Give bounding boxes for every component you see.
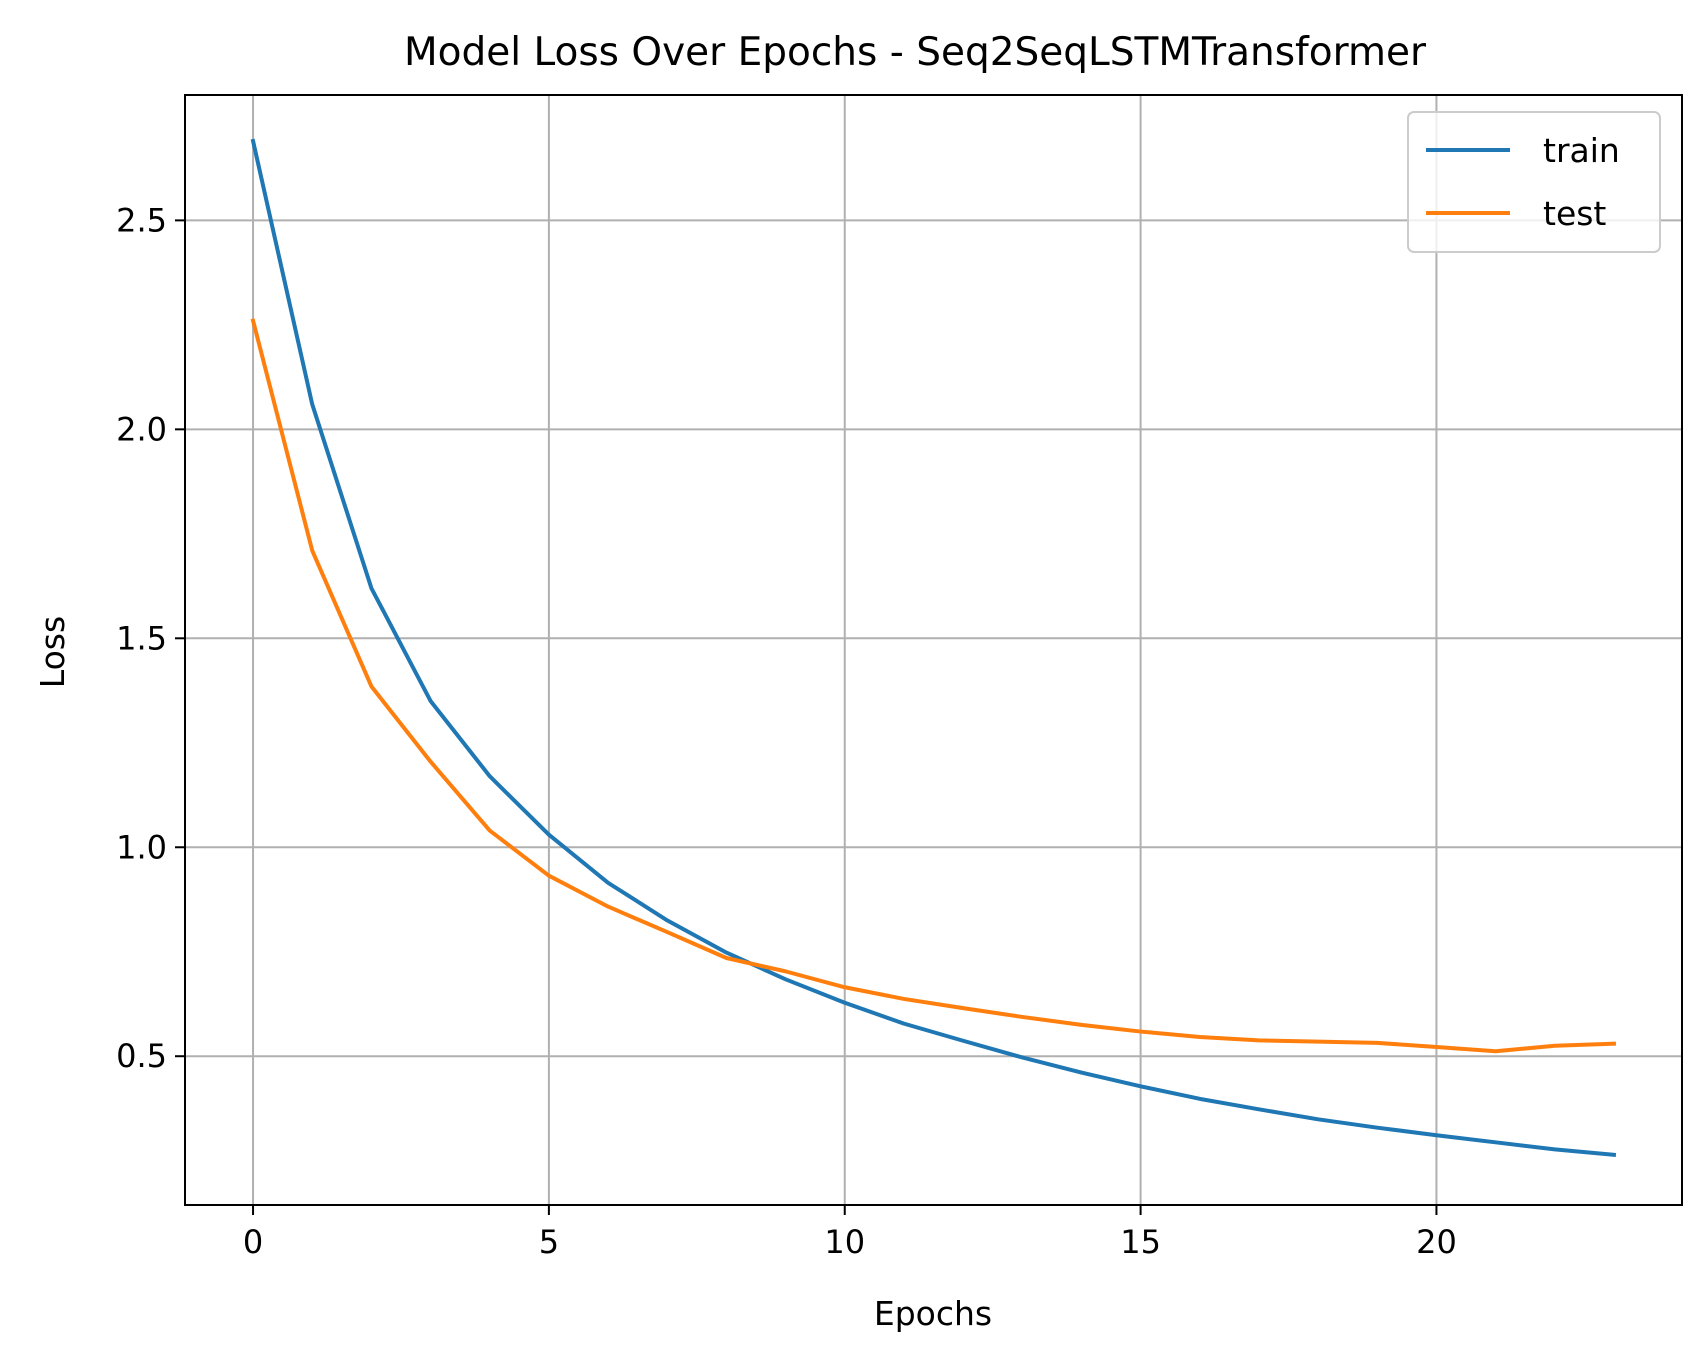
y-tick-label: 0.5 xyxy=(116,1037,167,1075)
legend: train test xyxy=(1407,111,1661,253)
x-tick-label: 0 xyxy=(243,1223,263,1261)
legend-label-test: test xyxy=(1543,194,1606,233)
x-tick-label: 20 xyxy=(1416,1223,1457,1261)
y-tick-label: 2.0 xyxy=(116,410,167,448)
legend-label-train: train xyxy=(1543,131,1620,170)
x-axis-label: Epochs xyxy=(874,1294,992,1333)
chart-title: Model Loss Over Epochs - Seq2SeqLSTMTran… xyxy=(404,30,1427,75)
plot-area-background xyxy=(185,95,1682,1205)
y-tick-label: 1.5 xyxy=(116,619,167,657)
x-tick-label: 15 xyxy=(1120,1223,1161,1261)
axes-frame xyxy=(184,94,1683,1206)
y-tick-label: 1.0 xyxy=(116,828,167,866)
series-lines xyxy=(250,138,1617,1158)
series-line-test xyxy=(250,318,1617,1054)
y-axis-label: Loss xyxy=(33,616,72,688)
legend-box xyxy=(1407,111,1661,253)
x-tick-label: 10 xyxy=(824,1223,865,1261)
y-tick-label: 2.5 xyxy=(116,201,167,239)
series-line-train xyxy=(250,138,1617,1158)
x-tick-label: 5 xyxy=(539,1223,559,1261)
axis-ticks: 0 5 10 15 20 0.5 1.0 1.5 2.0 2.5 xyxy=(116,201,1457,1261)
